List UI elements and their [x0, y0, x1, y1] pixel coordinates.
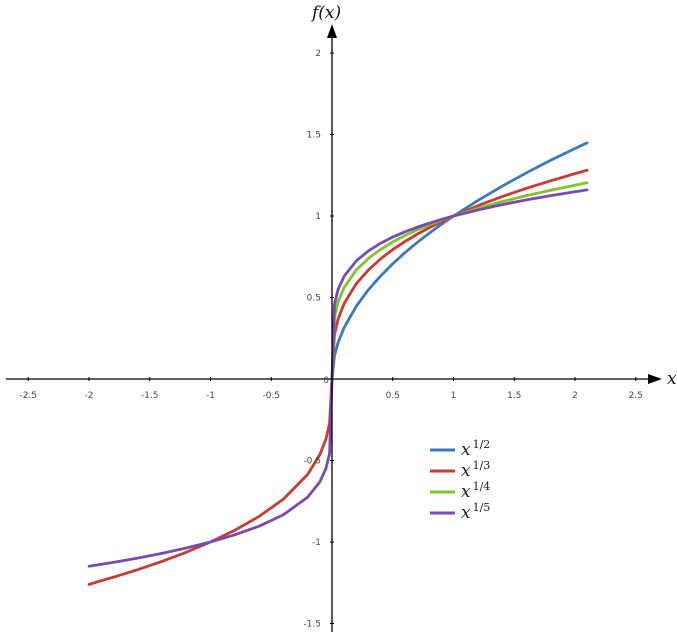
x-tick-label: -2	[85, 391, 94, 401]
legend-entry: x 1/5	[461, 501, 490, 523]
x-tick-label: -1.5	[141, 391, 159, 401]
legend-entry: x 1/4	[461, 480, 490, 502]
y-tick-label: 0.5	[307, 294, 321, 304]
series-line-x-pow-1-3	[87, 168, 589, 586]
y-tick-label: -1.5	[303, 620, 321, 630]
x-tick-label: -2.5	[19, 391, 37, 401]
y-tick-label: 1.5	[307, 131, 321, 141]
origin-label: 0	[323, 376, 329, 386]
y-axis-title: f(x)	[310, 3, 341, 23]
x-axis-arrowhead	[648, 374, 662, 384]
x-tick-label: 1	[451, 391, 457, 401]
x-tick-label: 0.5	[386, 391, 400, 401]
x-tick-label: -0.5	[262, 391, 280, 401]
y-tick-label: -1	[312, 538, 321, 548]
x-axis-title: x	[667, 369, 677, 389]
series-line-x-pow-1-4	[330, 181, 589, 381]
legend-entry: x 1/2	[461, 438, 490, 460]
y-tick-label: 1	[315, 212, 321, 222]
series-line-x-pow-1-5	[87, 188, 589, 568]
x-tick-label: -1	[206, 391, 215, 401]
series-line-x-pow-1-2	[330, 141, 589, 381]
axes-layer: x f(x)	[6, 3, 677, 632]
y-axis-arrowhead	[327, 24, 337, 38]
legend-entry: x 1/3	[461, 459, 490, 481]
y-tick-label: 2	[315, 49, 321, 59]
x-tick-label: 2.5	[629, 391, 643, 401]
curves-layer	[87, 141, 589, 586]
x-tick-label: 1.5	[507, 391, 521, 401]
legend: x 1/2x 1/3x 1/4x 1/5	[430, 438, 490, 523]
ticks-layer: -2.5 -2 -1.5 -1 -0.5 0.5 1 1.5 2 2.5 -1.5 -1 -0.5 0.5…	[19, 49, 642, 630]
x-tick-label: 2	[572, 391, 578, 401]
y-tick-label: -0.5	[303, 457, 321, 467]
